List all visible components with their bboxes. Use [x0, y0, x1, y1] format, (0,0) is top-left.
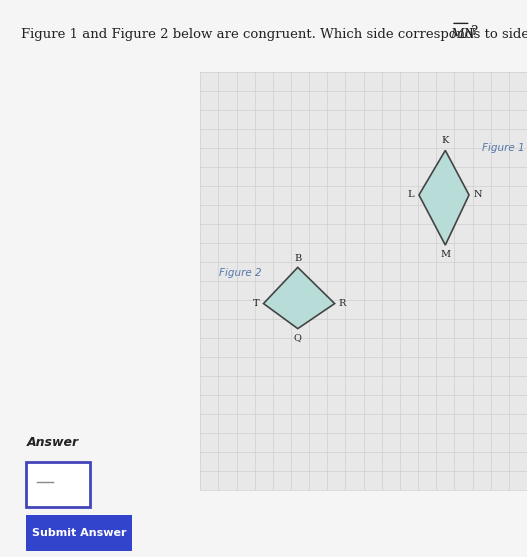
Text: Q: Q	[294, 333, 301, 342]
FancyBboxPatch shape	[26, 462, 90, 507]
Text: M: M	[440, 250, 451, 259]
Text: Submit Answer: Submit Answer	[32, 528, 126, 538]
Text: Answer: Answer	[26, 436, 79, 448]
Text: B: B	[294, 254, 301, 263]
Text: L: L	[407, 190, 414, 199]
Text: K: K	[442, 136, 449, 145]
Text: N: N	[474, 190, 482, 199]
Text: R: R	[339, 299, 346, 308]
Bar	[200, 72, 527, 490]
Text: ?: ?	[470, 25, 477, 38]
Text: Figure 1: Figure 1	[482, 143, 525, 153]
Polygon shape	[264, 267, 335, 329]
Text: T: T	[253, 299, 259, 308]
Polygon shape	[419, 150, 469, 245]
Text: Figure 1 and Figure 2 below are congruent. Which side corresponds to side: Figure 1 and Figure 2 below are congruen…	[21, 28, 527, 41]
Text: Figure 2: Figure 2	[219, 268, 261, 278]
FancyBboxPatch shape	[26, 515, 132, 551]
Text: MN: MN	[451, 28, 476, 41]
